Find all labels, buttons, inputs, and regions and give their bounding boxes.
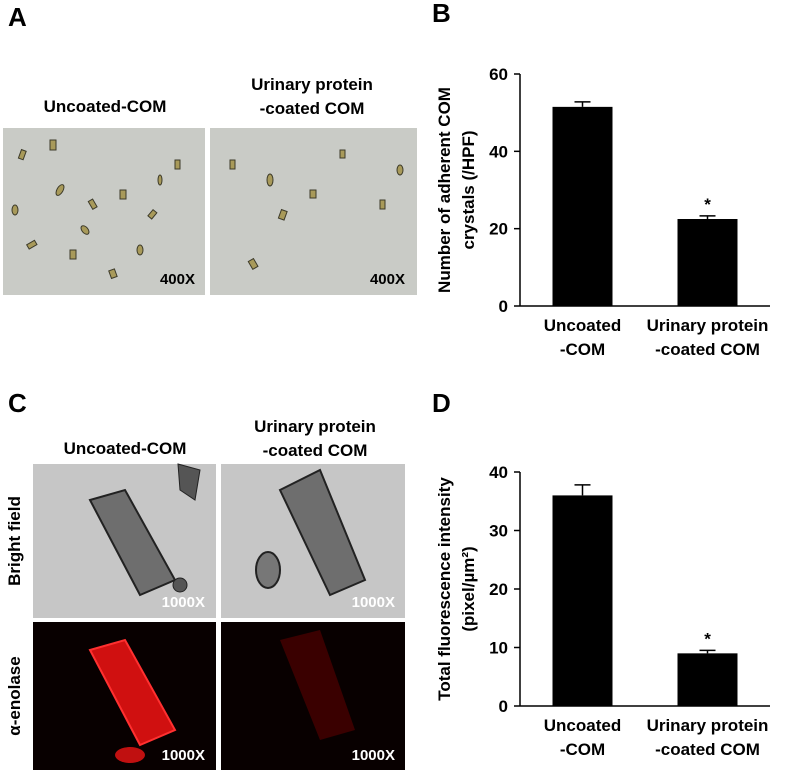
bar — [552, 106, 613, 306]
row-label: Bright field — [5, 496, 24, 586]
column-label: Uncoated-COM — [44, 97, 167, 116]
column-label: Urinary protein -coated COM — [254, 417, 376, 460]
bar — [552, 495, 613, 706]
error-bar — [574, 484, 591, 496]
significance-marker: * — [704, 195, 711, 214]
y-tick-label: 20 — [489, 580, 508, 599]
panel-letter: C — [8, 388, 27, 418]
error-bar — [574, 101, 591, 107]
column-label: Uncoated-COM — [64, 439, 187, 458]
row-label: α-enolase — [5, 656, 24, 735]
magnification: 1000X — [352, 747, 395, 764]
y-tick-label: 0 — [499, 297, 508, 316]
magnification: 1000X — [352, 594, 395, 611]
magnification: 1000X — [162, 747, 205, 764]
x-tick-label: Uncoated -COM — [544, 716, 621, 759]
x-tick-label: Urinary protein -coated COM — [647, 716, 769, 759]
significance-marker: * — [704, 629, 711, 648]
micrograph — [3, 128, 417, 295]
micrograph — [33, 463, 405, 770]
magnification: 400X — [370, 271, 405, 288]
column-label: Urinary protein -coated COM — [251, 75, 373, 118]
y-axis-label: Total fluorescence intensity (pixel/µm²) — [435, 477, 478, 701]
y-axis-label: Number of adherent COM crystals (/HPF) — [435, 87, 478, 293]
y-tick-label: 60 — [489, 65, 508, 84]
magnification: 400X — [160, 271, 195, 288]
y-tick-label: 30 — [489, 522, 508, 541]
x-tick-label: Uncoated -COM — [544, 316, 621, 359]
panel-letter: B — [432, 0, 451, 28]
y-tick-label: 40 — [489, 142, 508, 161]
bar — [677, 653, 738, 706]
x-tick-label: Urinary protein -coated COM — [647, 316, 769, 359]
y-tick-label: 0 — [499, 697, 508, 716]
y-tick-label: 40 — [489, 463, 508, 482]
panel-letter: A — [8, 2, 27, 32]
error-bar — [699, 649, 716, 654]
error-bar — [699, 215, 716, 219]
y-tick-label: 20 — [489, 220, 508, 239]
panel-letter: D — [432, 388, 451, 418]
y-tick-label: 10 — [489, 639, 508, 658]
magnification: 1000X — [162, 594, 205, 611]
bar — [677, 219, 738, 306]
